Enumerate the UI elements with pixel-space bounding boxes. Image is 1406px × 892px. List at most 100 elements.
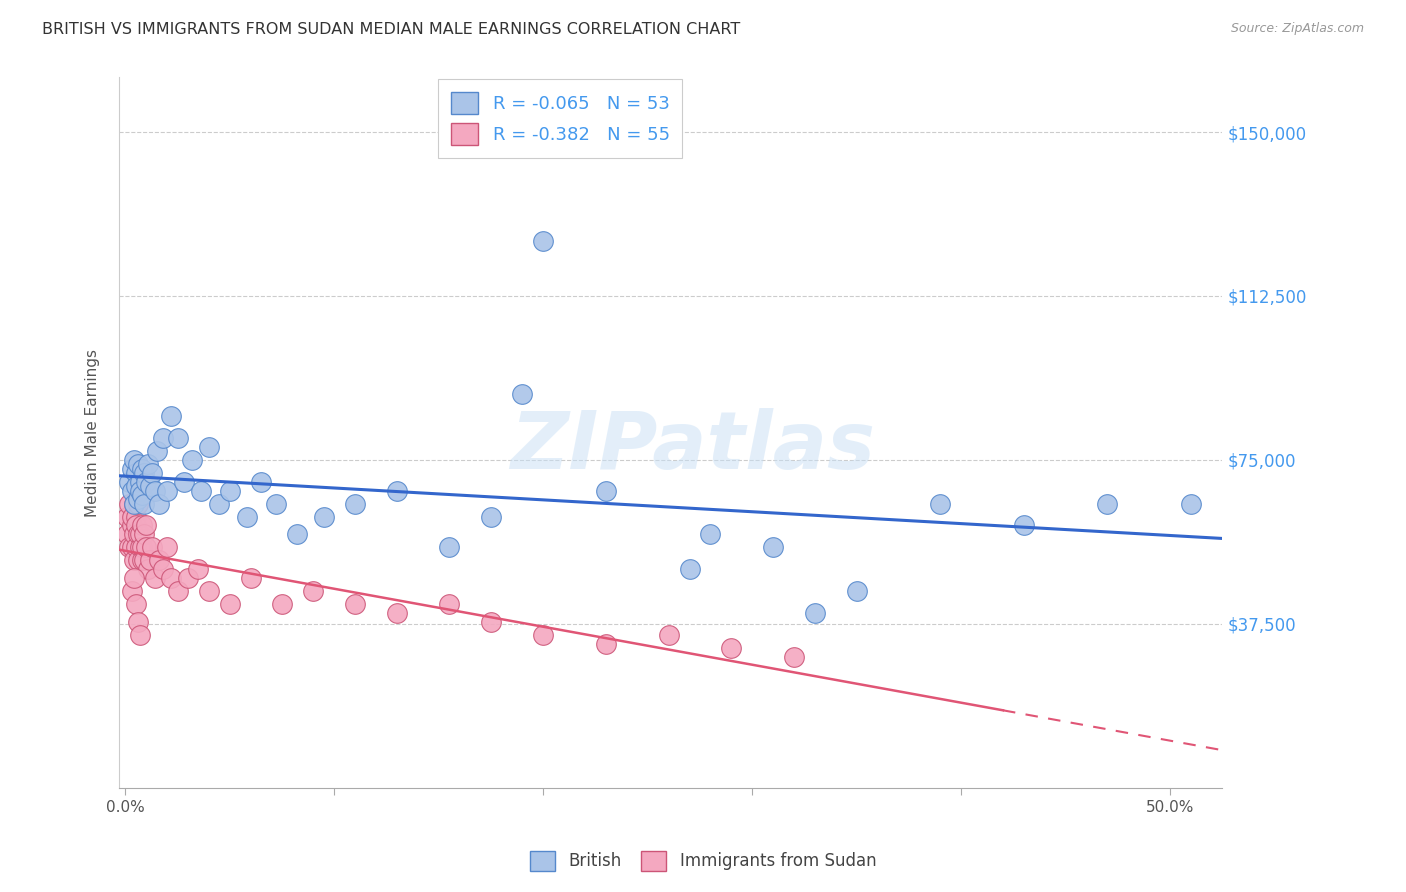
Point [125,597,148,611]
Point [127,615,149,629]
Point [531,628,554,642]
Point [141,541,163,555]
Point [125,479,148,493]
Point [762,541,785,555]
Point [173,475,195,489]
Legend: British, Immigrants from Sudan: British, Immigrants from Sudan [522,842,884,880]
Point [160,571,183,585]
Point [125,541,148,555]
Point [131,518,153,533]
Point [198,584,221,599]
Point [122,571,145,585]
Point [181,453,204,467]
Point [121,461,143,475]
Point [143,571,166,585]
Point [122,497,145,511]
Point [125,518,148,533]
Point [177,571,200,585]
Point [720,640,742,655]
Point [479,509,502,524]
Point [134,497,156,511]
Point [531,235,554,249]
Point [118,541,141,555]
Point [139,479,162,493]
Point [118,497,141,511]
Point [344,597,367,611]
Y-axis label: Median Male Earnings: Median Male Earnings [86,349,100,516]
Point [129,541,152,555]
Point [595,636,617,650]
Point [127,553,149,567]
Point [127,492,149,507]
Point [129,475,152,489]
Point [845,584,868,599]
Point [302,584,325,599]
Point [804,606,827,620]
Point [122,527,145,541]
Point [121,483,143,498]
Point [136,458,159,472]
Point [156,483,179,498]
Point [134,553,156,567]
Point [166,431,188,445]
Point [122,497,145,511]
Point [190,483,212,498]
Point [439,541,461,555]
Point [141,466,163,480]
Point [512,387,534,401]
Point [235,509,257,524]
Point [129,527,152,541]
Point [699,527,721,541]
Point [208,497,231,511]
Point [129,483,152,498]
Text: BRITISH VS IMMIGRANTS FROM SUDAN MEDIAN MALE EARNINGS CORRELATION CHART: BRITISH VS IMMIGRANTS FROM SUDAN MEDIAN … [42,22,741,37]
Point [198,440,221,454]
Point [117,509,139,524]
Point [131,461,153,475]
Point [139,553,162,567]
Point [783,649,806,664]
Point [121,509,143,524]
Point [121,541,143,555]
Point [143,483,166,498]
Point [264,497,287,511]
Text: ZIPatlas: ZIPatlas [510,408,876,486]
Text: Source: ZipAtlas.com: Source: ZipAtlas.com [1230,22,1364,36]
Point [385,483,408,498]
Point [239,571,262,585]
Point [385,606,408,620]
Point [156,541,179,555]
Point [312,509,335,524]
Point [285,527,308,541]
Point [121,584,143,599]
Point [134,527,156,541]
Point [148,497,170,511]
Point [121,518,143,533]
Point [122,553,145,567]
Point [127,497,149,511]
Point [129,628,152,642]
Point [135,518,157,533]
Point [250,475,273,489]
Point [118,475,141,489]
Point [117,527,139,541]
Point [125,466,148,480]
Point [218,597,240,611]
Point [1097,497,1119,511]
Point [152,562,174,576]
Point [1012,518,1035,533]
Point [160,409,183,424]
Point [678,562,700,576]
Point [136,562,159,576]
Point [344,497,367,511]
Point [929,497,952,511]
Point [135,475,157,489]
Point [187,562,209,576]
Point [595,483,617,498]
Point [658,628,681,642]
Point [218,483,240,498]
Point [122,453,145,467]
Point [131,541,153,555]
Point [135,541,157,555]
Point [271,597,294,611]
